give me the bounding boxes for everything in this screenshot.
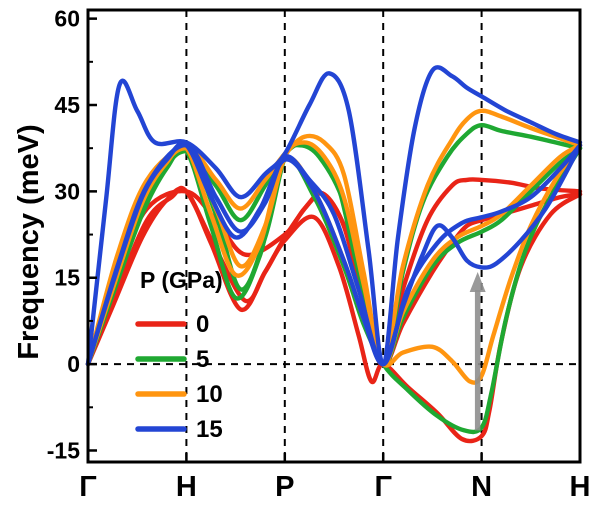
x-axis-label: Γ [79, 471, 96, 503]
x-axis-label: P [275, 471, 294, 503]
y-tick-label: 15 [54, 265, 80, 291]
legend-entry-label: 15 [196, 416, 223, 443]
legend-entry-label: 10 [196, 381, 223, 408]
y-tick-label: 60 [54, 6, 80, 32]
x-axis-label: Γ [374, 471, 391, 503]
y-axis-title: Frequency (meV) [13, 124, 45, 360]
legend-entry-label: 5 [196, 346, 209, 373]
y-tick-label: 45 [54, 92, 80, 118]
legend-entry-label: 0 [196, 311, 209, 338]
plot-frame [86, 8, 582, 464]
y-tick-label: 30 [54, 178, 80, 204]
y-tick-label: 0 [67, 351, 80, 377]
pressure-arrow-head [469, 271, 486, 292]
x-axis-label: N [471, 471, 492, 503]
x-axis-label: H [570, 471, 591, 503]
y-tick-label: -15 [47, 437, 80, 463]
legend-title: P (GPa) [140, 267, 223, 293]
dispersion-curve-15GPa-branch-2 [85, 143, 583, 367]
dispersion-curve-15GPa-branch-3 [85, 65, 583, 367]
x-axis-label: H [176, 471, 197, 503]
